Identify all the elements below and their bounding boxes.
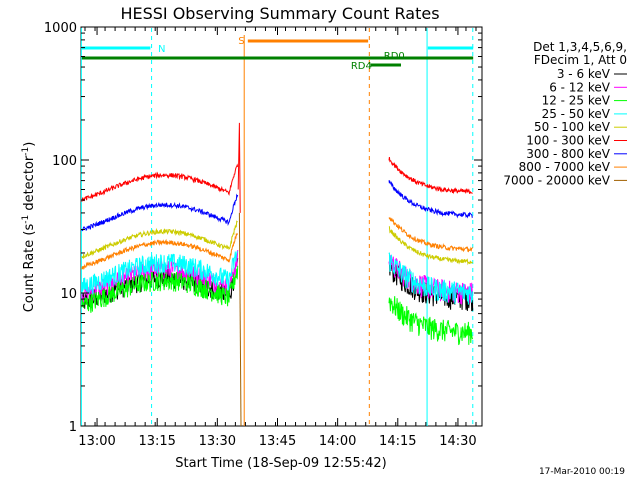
series-line [388,225,473,266]
y-axis-label-end: ) [22,142,37,147]
x-tick-label: 13:00 [78,434,115,449]
legend: Det 1,3,4,5,6,9, FDecim 1, Att 0 3 - 6 k… [503,40,627,187]
y-axis-label-sup2: -1 [21,147,31,156]
y-tick-label: 100 [52,154,77,169]
y-tick-label: 1000 [44,21,77,36]
y-axis-label-main: Count Rate (s [22,224,37,313]
y-axis-label: Count Rate (s-1 detector-1) [21,142,37,313]
legend-header-line-1: Det 1,3,4,5,6,9, [533,40,627,54]
x-tick-label: 14:30 [439,434,476,449]
y-axis-label-sup1: -1 [21,215,31,224]
annotation-n: N [158,44,165,55]
x-tick-label: 14:00 [319,434,356,449]
series-line [81,250,238,295]
series-line [388,252,474,305]
footer-timestamp: 17-Mar-2010 00:19 [539,467,625,477]
series-line [81,163,239,202]
y-tick-label: 1 [69,420,77,435]
annotation-lines [80,28,474,426]
legend-label: 25 - 50 keV [542,107,611,121]
y-axis-label-mid: detector [22,155,37,215]
x-axis-label: Start Time (18-Sep-09 12:55:42) [175,456,386,471]
x-tick-label: 13:30 [199,434,236,449]
legend-label: 300 - 800 keV [526,147,610,161]
y-tick-label: 10 [60,287,77,302]
annotation-s: S [238,36,244,47]
series-line [81,232,239,270]
series-line [81,220,238,260]
series-line [388,296,474,346]
flare-drop [238,212,242,427]
annotation-rd0: RD0 [384,51,405,62]
legend-label: 800 - 7000 keV [519,160,611,174]
legend-label: 6 - 12 keV [549,80,611,94]
chart-title: HESSI Observing Summary Count Rates [120,4,439,23]
status-bars: S RD0 RD4 N [81,36,474,72]
legend-header-line-2: FDecim 1, Att 0 [534,53,627,67]
plot-frame [80,26,483,427]
x-tick-label: 13:45 [259,434,296,449]
series-line [388,179,474,219]
legend-label: 100 - 300 keV [526,134,610,148]
series-line [81,193,239,232]
series-line [388,156,473,195]
legend-label: 12 - 25 keV [542,94,611,108]
series-group [81,122,474,427]
axis-ticks: 1 10 100 1000 13:00 13:15 13:30 13:45 14:00 14:15… [44,21,482,449]
legend-label: 3 - 6 keV [557,67,611,81]
flare-spike [237,122,241,213]
series-line [388,216,474,253]
annotation-rd4: RD4 [351,61,372,72]
legend-label: 7000 - 20000 keV [503,173,610,187]
x-tick-label: 14:15 [379,434,416,449]
series-line [81,265,239,313]
legend-label: 50 - 100 keV [534,120,611,134]
x-tick-label: 13:15 [138,434,175,449]
